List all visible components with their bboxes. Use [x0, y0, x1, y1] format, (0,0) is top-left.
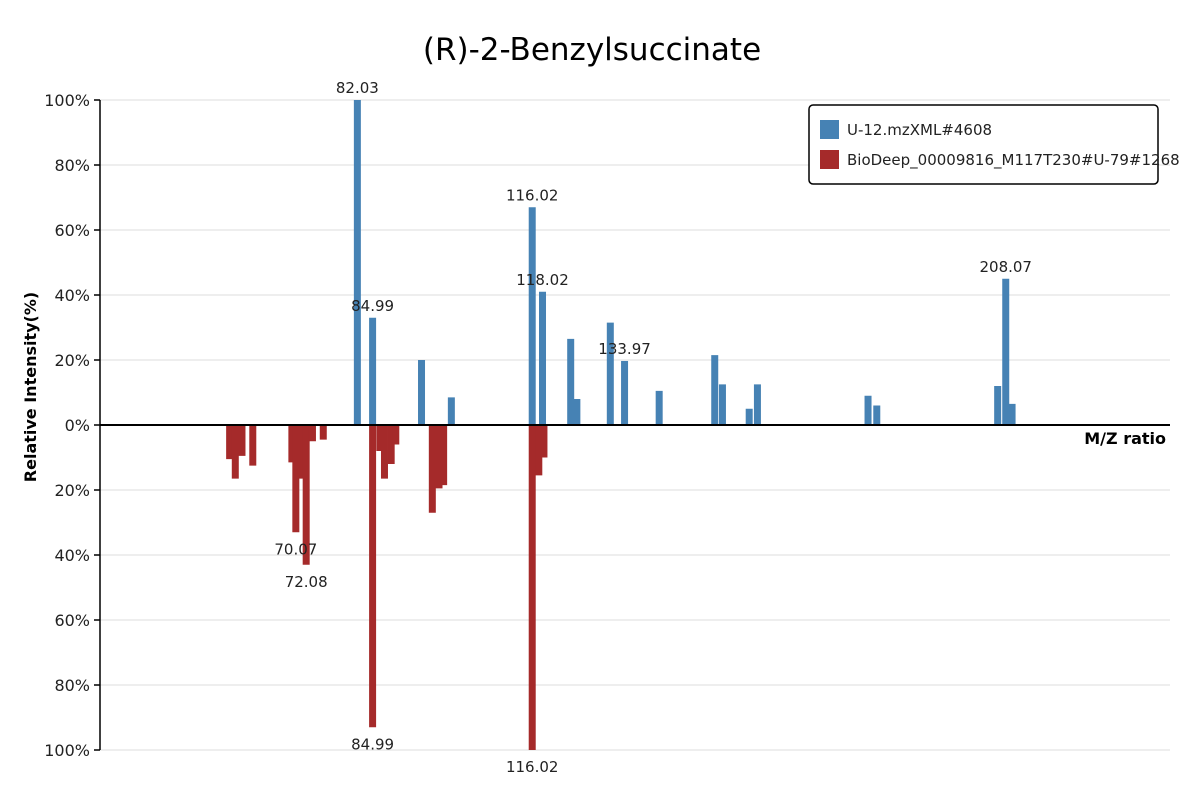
query-peak-bar — [353, 100, 361, 425]
reference-peak-bar — [540, 425, 548, 458]
reference-peak-bar — [288, 425, 296, 463]
query-peak-bar — [567, 338, 575, 425]
query-peak-bar — [994, 386, 1002, 425]
query-peak-bar — [711, 355, 719, 425]
legend-label-series-1: U-12.mzXML#4608 — [847, 121, 992, 139]
query-peak-bar — [539, 291, 547, 425]
reference-peak-bar — [297, 425, 305, 479]
query-peak-bar — [745, 408, 753, 425]
reference-peak-bar — [380, 425, 388, 479]
query-peak-bar — [447, 397, 455, 425]
query-peak-bar — [1008, 403, 1016, 425]
reference-peak-bar — [369, 425, 377, 728]
query-peak-bar — [1002, 278, 1010, 425]
reference-peak-bar — [440, 425, 448, 486]
query-peak-bar — [864, 395, 872, 425]
reference-peak-bar — [387, 425, 395, 464]
reference-peak-bar — [528, 425, 536, 750]
legend-swatch-series-1 — [820, 120, 839, 139]
reference-peak-bar — [302, 425, 310, 565]
peak-label: 116.02 — [506, 758, 559, 776]
legend: U-12.mzXML#4608 BioDeep_00009816_M117T23… — [808, 104, 1180, 185]
chart-title: (R)-2-Benzylsuccinate — [423, 32, 761, 68]
peak-label: 82.03 — [336, 79, 379, 97]
query-peak-bar — [528, 207, 536, 425]
peak-label: 116.02 — [506, 186, 559, 204]
axis-layer: 100% 80% 60% 40% 20% 0% 20% 40% 60% 80% 100% — [44, 91, 1170, 760]
legend-box — [808, 104, 1159, 185]
grid-layer — [100, 99, 1170, 751]
y-axis-label: Relative Intensity(%) — [21, 292, 40, 482]
bar-layer — [226, 100, 1016, 750]
y-tick-label: 100% — [44, 741, 90, 760]
peak-label: 118.02 — [516, 271, 569, 289]
y-tick-label: 40% — [54, 546, 90, 565]
y-tick-label: 100% — [44, 91, 90, 110]
query-peak-bar — [606, 322, 614, 425]
y-tick-label: 60% — [54, 611, 90, 630]
legend-label-series-2: BioDeep_00009816_M117T230#U-79#1268 — [847, 151, 1180, 170]
reference-peak-bar — [249, 425, 257, 466]
query-peak-bar — [718, 384, 726, 425]
peak-label: 70.07 — [274, 540, 317, 558]
reference-peak-bar — [435, 425, 443, 489]
peak-label-layer: 82.03 84.99 116.02 118.02 133.97 208.07 70.07 7… — [274, 79, 1032, 776]
y-tick-label: 20% — [54, 481, 90, 500]
peak-label: 84.99 — [351, 297, 394, 315]
reference-peak-bar — [428, 425, 436, 513]
peak-label: 133.97 — [598, 340, 651, 358]
y-tick-label: 80% — [54, 156, 90, 175]
query-peak-bar — [573, 399, 581, 425]
y-tick-label: 0% — [65, 416, 90, 435]
query-peak-bar — [753, 384, 761, 425]
query-peak-bar — [621, 360, 629, 425]
y-tick-label: 80% — [54, 676, 90, 695]
reference-peak-bar — [231, 425, 239, 479]
query-peak-bar — [369, 317, 377, 425]
reference-peak-bar — [319, 425, 327, 440]
peak-label: 208.07 — [979, 258, 1032, 276]
peak-label: 84.99 — [351, 735, 394, 753]
reference-peak-bar — [238, 425, 246, 456]
y-tick-label: 40% — [54, 286, 90, 305]
x-axis-label: M/Z ratio — [1084, 429, 1166, 448]
reference-peak-bar — [292, 425, 300, 533]
query-peak-bar — [655, 390, 663, 425]
y-tick-label: 60% — [54, 221, 90, 240]
query-peak-bar — [418, 360, 426, 425]
y-tick-label: 20% — [54, 351, 90, 370]
reference-peak-bar — [308, 425, 316, 442]
reference-peak-bar — [535, 425, 543, 476]
query-peak-bar — [873, 405, 881, 425]
reference-peak-bar — [226, 425, 234, 460]
peak-label: 72.08 — [285, 573, 328, 591]
reference-peak-bar — [392, 425, 400, 445]
reference-peak-bar — [376, 425, 384, 451]
legend-swatch-series-2 — [820, 150, 839, 169]
